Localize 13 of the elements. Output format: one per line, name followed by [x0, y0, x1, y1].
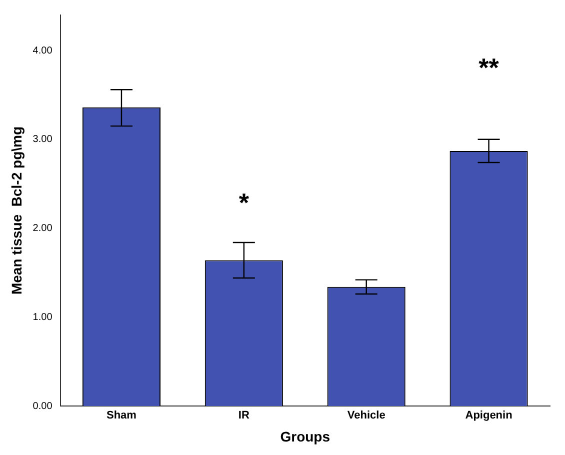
y-tick-label: 1.00 — [32, 312, 53, 323]
y-tick-label: 3.00 — [32, 134, 53, 146]
x-tick-label: IR — [238, 410, 250, 422]
annotation: * — [238, 188, 250, 218]
y-tick-label: 2.00 — [32, 223, 53, 234]
annotation: ** — [478, 52, 500, 83]
y-tick-label: 4.00 — [32, 45, 53, 56]
y-tick-label: 0.00 — [32, 400, 53, 412]
y-axis-title: Mean tissue Bcl-2 pg\mg — [8, 126, 24, 295]
x-tick-label: Apigenin — [465, 410, 513, 422]
x-tick-label: Sham — [106, 410, 137, 422]
x-axis-title: Groups — [280, 428, 330, 444]
x-tick-label: Vehicle — [347, 410, 386, 422]
